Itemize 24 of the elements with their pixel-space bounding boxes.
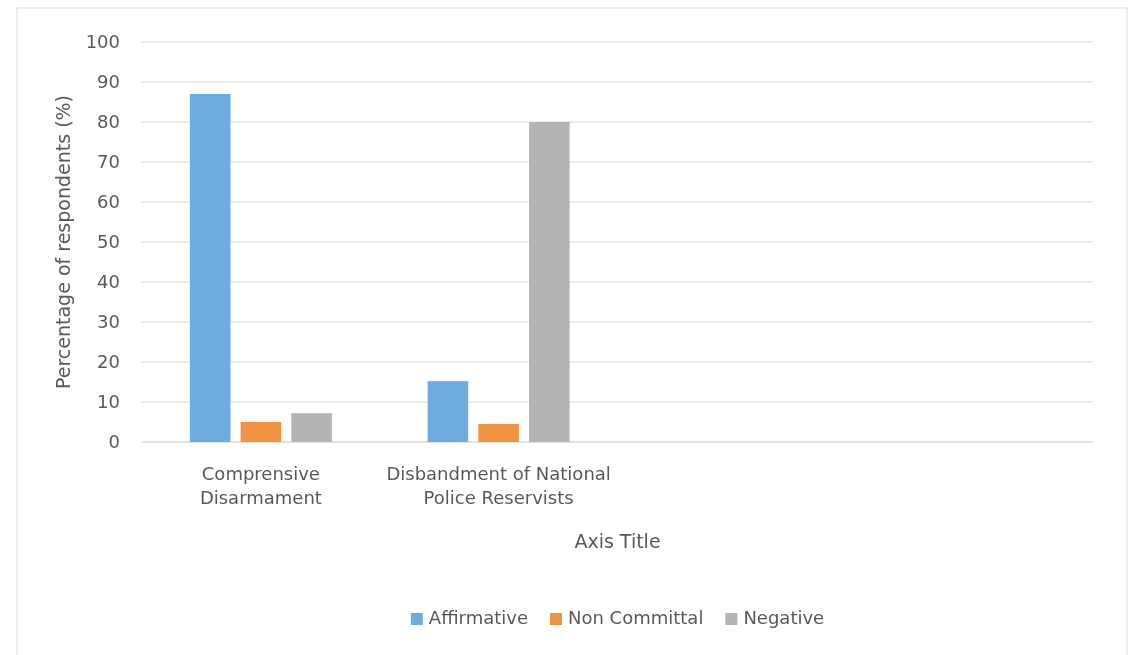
bar: [189, 94, 231, 442]
y-tick-label: 50: [97, 231, 120, 253]
x-tick-label: Disbandment of National Police Reservists: [386, 463, 611, 508]
bar: [291, 413, 332, 442]
y-tick-label: 70: [97, 151, 120, 173]
bar: [240, 422, 282, 442]
y-tick-label: 80: [97, 111, 120, 133]
bar: [478, 424, 519, 442]
y-tick-label: 10: [97, 391, 120, 413]
legend-label: Non Committal: [567, 607, 704, 628]
legend-label: Affirmative: [428, 607, 528, 628]
bar: [529, 122, 570, 442]
y-tick-label: 60: [97, 191, 120, 213]
y-axis-title: Percentage of respondents (%): [52, 94, 74, 390]
y-tick-label: 90: [97, 71, 120, 93]
x-axis-title: Axis Title: [574, 530, 661, 552]
y-tick-label: 0: [108, 431, 120, 453]
y-tick-label: 40: [97, 271, 120, 293]
y-tick-label: 30: [97, 311, 120, 333]
bar: [427, 381, 469, 442]
y-tick-label: 20: [97, 351, 120, 373]
legend-label: Negative: [743, 607, 825, 628]
x-tick-label: Comprensive Disarmament: [199, 463, 322, 508]
y-tick-label: 100: [85, 31, 120, 53]
